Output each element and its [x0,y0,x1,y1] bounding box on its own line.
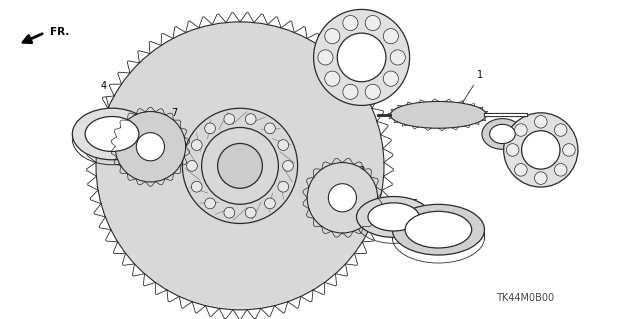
Text: 9: 9 [558,127,572,139]
Circle shape [278,140,289,151]
Circle shape [563,144,575,156]
Circle shape [191,181,202,192]
Circle shape [314,10,410,105]
Circle shape [365,84,380,100]
Ellipse shape [482,119,523,149]
Text: 10: 10 [365,17,378,33]
Ellipse shape [390,101,486,128]
Circle shape [343,84,358,100]
Circle shape [278,181,289,192]
Text: TK44M0B00: TK44M0B00 [496,293,554,303]
Text: 2: 2 [509,121,523,133]
Circle shape [96,22,384,310]
Circle shape [554,124,567,136]
Text: 7: 7 [166,108,177,130]
Circle shape [515,124,527,136]
Circle shape [205,123,216,134]
Circle shape [383,29,399,44]
Circle shape [136,133,164,161]
Circle shape [191,140,202,151]
Ellipse shape [490,124,515,144]
Circle shape [534,172,547,184]
Ellipse shape [392,204,484,255]
Circle shape [84,11,396,319]
Circle shape [283,160,293,171]
Ellipse shape [72,108,152,160]
Circle shape [245,114,256,124]
Circle shape [504,113,578,187]
Ellipse shape [85,116,139,152]
Circle shape [245,207,256,218]
Circle shape [383,71,399,86]
Circle shape [115,112,186,182]
Circle shape [324,29,340,44]
Text: FR.: FR. [50,27,69,37]
Circle shape [318,50,333,65]
Circle shape [328,184,356,212]
Circle shape [522,131,560,169]
Circle shape [307,163,378,233]
Circle shape [264,198,275,209]
Text: 1: 1 [462,70,483,103]
Text: 8: 8 [353,166,365,182]
Circle shape [337,33,386,82]
Circle shape [187,160,197,171]
Text: 3: 3 [320,203,330,216]
Circle shape [224,114,235,124]
Ellipse shape [368,203,419,231]
Circle shape [515,164,527,176]
Text: 6: 6 [458,211,469,223]
Circle shape [343,15,358,31]
Circle shape [506,144,519,156]
Circle shape [264,123,275,134]
Circle shape [324,71,340,86]
Circle shape [554,164,567,176]
Ellipse shape [405,211,472,248]
Ellipse shape [356,197,431,237]
Text: 5: 5 [406,198,418,212]
Circle shape [390,50,405,65]
Circle shape [218,144,262,188]
Circle shape [205,198,216,209]
Text: 4: 4 [100,81,111,119]
Circle shape [224,207,235,218]
Circle shape [534,115,547,128]
Circle shape [365,15,380,31]
